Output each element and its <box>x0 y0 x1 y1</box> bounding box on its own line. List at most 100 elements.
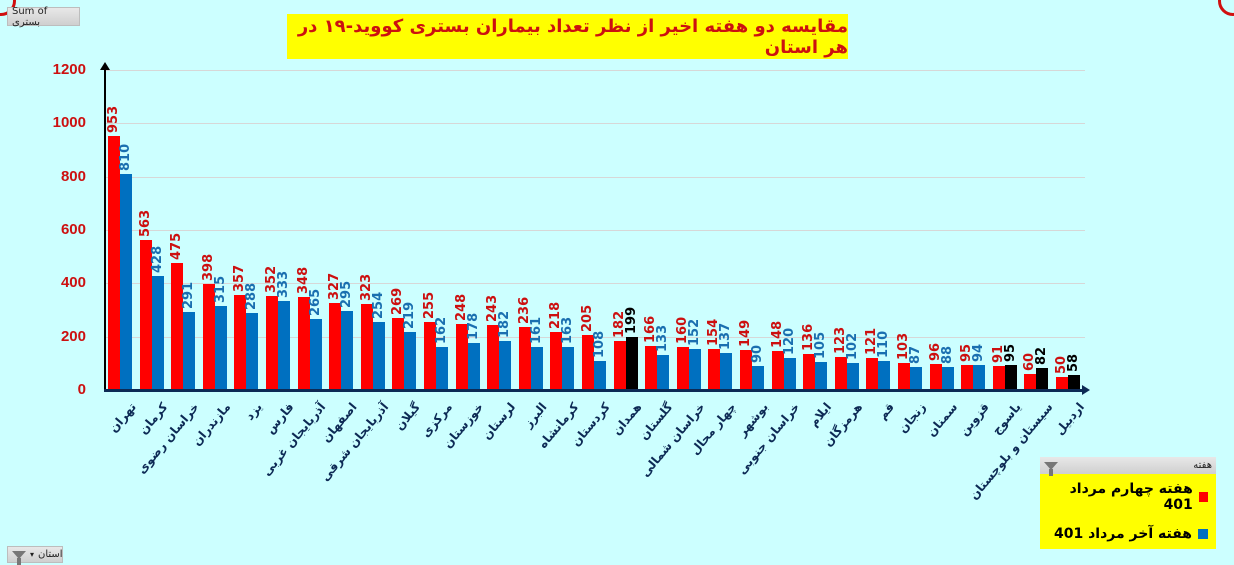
legend-swatch-red <box>1198 491 1208 502</box>
bar-week4[interactable] <box>550 331 563 390</box>
bar-last-week[interactable] <box>246 313 259 390</box>
y-tick-label: 400 <box>60 274 86 292</box>
bar-last-week[interactable] <box>594 361 606 390</box>
bar-week4[interactable] <box>266 296 278 390</box>
bar-week4[interactable] <box>898 362 910 390</box>
bar-last-week[interactable] <box>120 174 132 390</box>
bar-week4[interactable] <box>518 327 531 390</box>
bar-week4[interactable] <box>708 348 721 390</box>
bar-last-week[interactable] <box>1068 374 1080 390</box>
bar-last-week[interactable] <box>530 347 543 390</box>
data-label: 82 <box>1034 347 1050 366</box>
bar-last-week[interactable] <box>657 354 670 390</box>
data-label: 199 <box>623 306 639 334</box>
bar-week4[interactable] <box>234 294 247 390</box>
bar-last-week[interactable] <box>720 353 733 390</box>
y-tick-label: 800 <box>60 167 86 185</box>
data-label: 953 <box>106 105 121 133</box>
data-label: 162 <box>434 316 449 344</box>
bar-last-week[interactable] <box>341 311 354 390</box>
data-label: 254 <box>370 292 386 320</box>
bar-last-week[interactable] <box>783 358 796 390</box>
bar-week4[interactable] <box>740 350 752 390</box>
bar-last-week[interactable] <box>846 362 859 390</box>
bar-last-week[interactable] <box>941 366 954 390</box>
bar-week4[interactable] <box>834 357 847 390</box>
bar-week4[interactable] <box>202 283 215 390</box>
plot-area: 953 810 563 428 475 291 398 315 357 288 352 333 348 2… <box>105 70 1085 390</box>
gridline <box>105 336 1085 338</box>
bar-last-week[interactable] <box>183 312 196 390</box>
data-label: 163 <box>560 316 576 344</box>
value-field-button[interactable]: Sum of بستری <box>7 6 80 28</box>
bar-last-week[interactable] <box>1004 364 1017 390</box>
bar-week4[interactable] <box>645 345 658 390</box>
y-tick-label: 1200 <box>52 61 86 78</box>
chart-title-text: مقایسه دو هفته اخیر از نظر تعداد بیماران… <box>297 15 848 58</box>
bar-last-week[interactable] <box>278 301 290 390</box>
bar-week4[interactable] <box>455 323 468 390</box>
bar-last-week[interactable] <box>973 364 986 390</box>
data-label: 94 <box>971 343 987 362</box>
bar-week4[interactable] <box>171 263 184 390</box>
gridline <box>105 176 1085 178</box>
legend-item-week4[interactable]: هفته چهارم مرداد 401 <box>1048 481 1208 513</box>
bar-last-week[interactable] <box>436 346 448 390</box>
filter-funnel-icon[interactable] <box>12 550 26 565</box>
y-tick-label: 0 <box>77 381 86 398</box>
legend-field-button[interactable]: هفته <box>1040 457 1216 476</box>
bar-week4[interactable] <box>1056 376 1068 390</box>
bar-week4[interactable] <box>108 135 120 390</box>
dropdown-arrow-icon: ▾ <box>30 550 35 559</box>
bar-week4[interactable] <box>992 365 1005 390</box>
bar-week4[interactable] <box>1024 374 1037 390</box>
x-tick-label: سمنان <box>924 400 961 440</box>
bar-last-week[interactable] <box>815 362 828 390</box>
bar-last-week[interactable] <box>1036 368 1049 390</box>
bar-last-week[interactable] <box>752 366 764 390</box>
bar-week4[interactable] <box>487 325 500 390</box>
data-label: 90 <box>750 344 765 363</box>
gridline <box>105 283 1085 285</box>
bar-last-week[interactable] <box>151 275 164 390</box>
bar-week4[interactable] <box>582 335 594 390</box>
filter-funnel-icon[interactable] <box>1044 461 1058 476</box>
category-field-button[interactable]: ▾ استان <box>7 546 63 565</box>
bar-week4[interactable] <box>360 303 373 390</box>
x-tick-label: تهران <box>105 400 139 436</box>
bar-last-week[interactable] <box>467 342 480 390</box>
x-tick-label: قزوین <box>956 400 992 439</box>
bar-week4[interactable] <box>392 318 405 390</box>
bar-last-week[interactable] <box>688 349 701 390</box>
bar-last-week[interactable] <box>214 306 227 390</box>
bar-last-week[interactable] <box>562 346 575 390</box>
bar-week4[interactable] <box>961 364 974 390</box>
bar-last-week[interactable] <box>404 331 417 390</box>
data-label: 108 <box>592 331 607 359</box>
bar-week4[interactable] <box>613 341 626 390</box>
bar-week4[interactable] <box>803 353 816 390</box>
bar-week4[interactable] <box>424 322 436 390</box>
bar-last-week[interactable] <box>499 341 512 390</box>
bar-week4[interactable] <box>866 357 879 390</box>
gridline <box>105 70 1085 71</box>
bar-last-week[interactable] <box>625 336 638 390</box>
data-label: 333 <box>276 271 291 299</box>
bar-week4[interactable] <box>929 364 942 390</box>
bar-week4[interactable] <box>329 302 342 390</box>
bar-last-week[interactable] <box>910 366 922 390</box>
data-label: 182 <box>497 311 513 339</box>
data-label: 87 <box>908 345 923 364</box>
bar-week4[interactable] <box>139 239 152 390</box>
y-axis-arrow-icon <box>100 62 110 70</box>
bar-last-week[interactable] <box>309 319 322 390</box>
bar-week4[interactable] <box>676 347 689 390</box>
legend-item-last-week[interactable]: هفته آخر مرداد 401 <box>1048 526 1208 542</box>
bar-week4[interactable] <box>297 297 310 390</box>
data-label: 102 <box>844 332 860 360</box>
bar-last-week[interactable] <box>372 322 385 390</box>
bar-last-week[interactable] <box>878 360 891 390</box>
data-label: 205 <box>580 305 595 333</box>
x-tick-label: ایلام <box>806 400 834 430</box>
bar-week4[interactable] <box>771 350 784 390</box>
